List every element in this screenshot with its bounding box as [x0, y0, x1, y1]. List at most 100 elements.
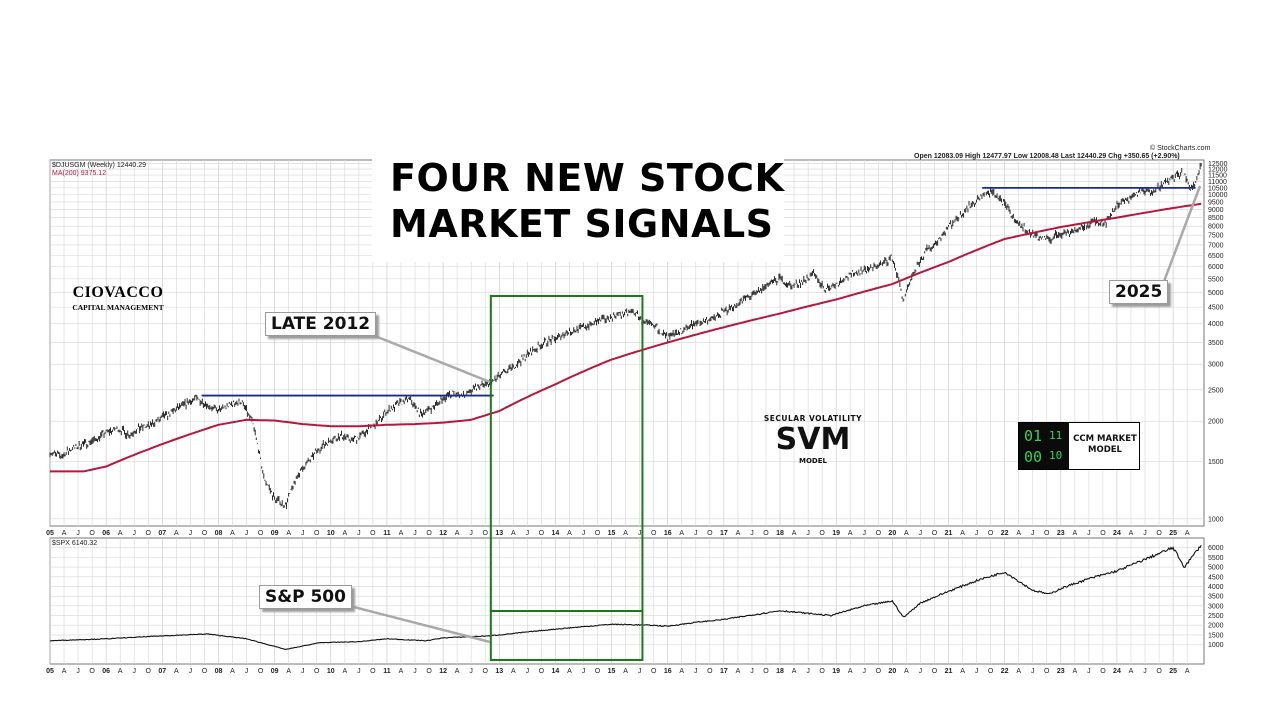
x-tick-label: O	[707, 530, 713, 537]
x-tick-label: J	[189, 530, 193, 537]
x-tick-label-lower: 06	[102, 668, 110, 675]
x-tick-label-lower: O	[876, 668, 882, 675]
svm-main-text: SVM	[775, 422, 851, 457]
logo-name: CIOVACCO	[72, 284, 164, 301]
y-tick-label: 2000	[1208, 419, 1224, 426]
x-tick-label-lower: O	[89, 668, 95, 675]
x-tick-label-lower: 09	[271, 668, 279, 675]
x-tick-label-lower: A	[174, 668, 179, 675]
y-tick-label-lower: 1000	[1208, 642, 1224, 649]
x-tick-label: A	[342, 530, 347, 537]
late-2012-pointer	[369, 332, 491, 384]
x-tick-label-lower: 11	[383, 668, 391, 675]
x-tick-label-lower: O	[146, 668, 152, 675]
x-tick-label-lower: J	[1087, 668, 1091, 675]
x-tick-label: A	[679, 530, 684, 537]
x-tick-label-lower: A	[230, 668, 235, 675]
x-tick-label-lower: J	[863, 668, 867, 675]
x-tick-label: O	[595, 530, 601, 537]
y-tick-label: 4500	[1208, 305, 1224, 312]
x-tick-label: J	[76, 530, 80, 537]
x-tick-label-lower: A	[511, 668, 516, 675]
x-tick-label: J	[1031, 530, 1035, 537]
x-tick-label-lower: J	[469, 668, 473, 675]
symbol-label: $DJUSGM (Weekly) 12440.29	[52, 162, 147, 169]
x-tick-label-lower: A	[904, 668, 909, 675]
x-tick-label: A	[511, 530, 516, 537]
svm-model-label: SECULAR VOLATILITY SVM MODEL	[756, 414, 870, 465]
x-tick-label-lower: O	[482, 668, 488, 675]
x-tick-label-lower: O	[539, 668, 545, 675]
ciovacco-logo: CIOVACCO CAPITAL MANAGEMENT	[66, 284, 170, 312]
spx-line	[49, 544, 1202, 650]
y-tick-label: 6500	[1208, 253, 1224, 260]
x-tick-label-lower: 17	[720, 668, 728, 675]
x-tick-label: 12	[439, 530, 447, 537]
x-tick-label-lower: 15	[608, 668, 616, 675]
x-tick-label-lower: 07	[158, 668, 166, 675]
x-tick-label: A	[230, 530, 235, 537]
x-tick-label-lower: J	[638, 668, 642, 675]
x-tick-label: O	[426, 530, 432, 537]
x-tick-label: 11	[383, 530, 391, 537]
x-tick-label: 16	[664, 530, 672, 537]
x-tick-label-lower: A	[679, 668, 684, 675]
x-tick-label-lower: O	[595, 668, 601, 675]
x-tick-label: J	[1143, 530, 1147, 537]
ma-label: MA(200) 9375.12	[52, 170, 107, 177]
x-tick-label: 05	[46, 530, 54, 537]
x-tick-label: J	[357, 530, 361, 537]
x-tick-label-lower: J	[245, 668, 249, 675]
x-tick-label-lower: A	[62, 668, 67, 675]
x-tick-label-lower: J	[750, 668, 754, 675]
x-tick-label-lower: A	[1016, 668, 1021, 675]
y-tick-label: 6000	[1208, 264, 1224, 271]
x-tick-label-lower: 23	[1057, 668, 1065, 675]
x-tick-label-lower: J	[582, 668, 586, 675]
x-tick-label-lower: A	[960, 668, 965, 675]
y-tick-label: 10000	[1208, 192, 1228, 199]
x-tick-label-lower: 16	[664, 668, 672, 675]
y-tick-label: 5000	[1208, 290, 1224, 297]
x-tick-label: O	[258, 530, 264, 537]
x-tick-label-lower: O	[314, 668, 320, 675]
y-tick-label: 12500	[1208, 161, 1228, 168]
x-tick-label: 24	[1113, 530, 1121, 537]
y-tick-label: 11000	[1208, 179, 1227, 186]
x-tick-label-lower: J	[76, 668, 80, 675]
source-credit: © StockCharts.com	[1150, 145, 1211, 152]
chart-highlight-boxes	[489, 295, 644, 661]
x-tick-label-lower: A	[1073, 668, 1078, 675]
ccm-digit-3: 00	[1024, 448, 1043, 466]
y-tick-label-lower: 2000	[1208, 623, 1224, 630]
x-tick-label: O	[819, 530, 825, 537]
x-tick-label-lower: O	[988, 668, 994, 675]
x-tick-label-lower: A	[623, 668, 628, 675]
ccm-market-model-badge: 01 11 00 10 CCM MARKET MODEL	[1018, 422, 1140, 470]
x-tick-label: J	[806, 530, 810, 537]
highlight-box-lower	[489, 610, 644, 661]
x-tick-label: O	[1156, 530, 1162, 537]
x-tick-label-lower: O	[258, 668, 264, 675]
x-tick-label: O	[1044, 530, 1050, 537]
x-tick-label-lower: A	[736, 668, 741, 675]
x-tick-label-lower: A	[286, 668, 291, 675]
y-tick-label: 4000	[1208, 321, 1224, 328]
ccm-label-line-2: MODEL	[1088, 445, 1122, 455]
x-tick-label-lower: J	[413, 668, 417, 675]
x-tick-label: A	[567, 530, 572, 537]
x-tick-label-lower: J	[357, 668, 361, 675]
x-tick-label-lower: A	[118, 668, 123, 675]
chart-title: FOUR NEW STOCK MARKET SIGNALS	[372, 150, 784, 262]
x-tick-label-lower: J	[694, 668, 698, 675]
x-tick-label: J	[132, 530, 136, 537]
x-tick-label-lower: A	[1185, 668, 1190, 675]
x-tick-label-lower: 25	[1169, 668, 1177, 675]
x-tick-label: J	[919, 530, 923, 537]
x-tick-label: 06	[102, 530, 110, 537]
x-tick-label: 15	[608, 530, 616, 537]
x-tick-label: J	[638, 530, 642, 537]
x-tick-label: J	[413, 530, 417, 537]
x-tick-label: A	[792, 530, 797, 537]
x-tick-label: J	[750, 530, 754, 537]
